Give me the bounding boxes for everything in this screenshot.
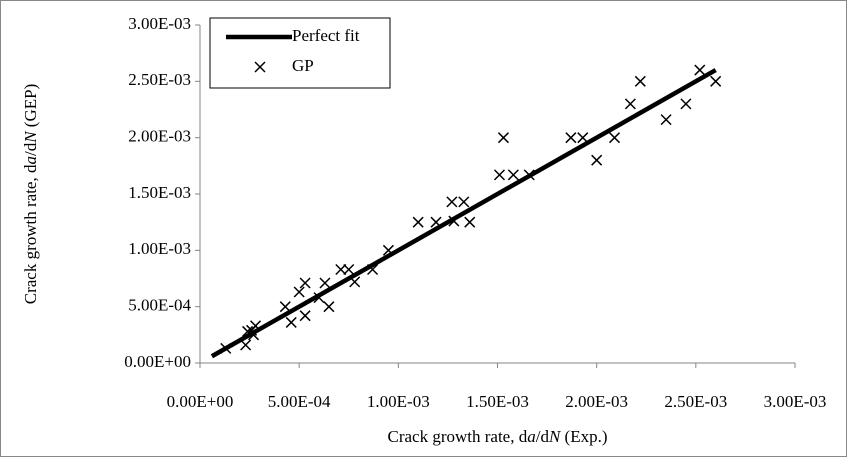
marker (412, 216, 424, 228)
marker (323, 301, 335, 313)
x-axis-label: Crack growth rate, da/dN (Exp.) (387, 427, 607, 446)
y-axis-label-part: a (21, 156, 40, 165)
marker (507, 169, 519, 181)
x-axis-label-part: N (548, 427, 562, 446)
marker (591, 154, 603, 166)
legend-label: GP (292, 56, 314, 75)
marker (710, 75, 722, 87)
y-tick-label: 1.00E-03 (128, 239, 191, 258)
y-tick-label: 0.00E+00 (124, 352, 191, 371)
marker (246, 324, 258, 336)
legend-label: Perfect fit (292, 26, 360, 45)
x-tick-label: 1.50E-03 (466, 392, 529, 411)
y-tick-label: 1.50E-03 (128, 183, 191, 202)
y-axis-label-part: Crack growth rate, d (21, 164, 40, 304)
y-axis-label-part: (GEP) (21, 84, 40, 132)
marker (242, 325, 254, 337)
marker (446, 196, 458, 208)
legend-box (209, 17, 391, 89)
marker (343, 263, 355, 276)
x-axis-label-part: (Exp.) (560, 427, 607, 446)
x-tick-label: 2.00E-03 (565, 392, 628, 411)
marker (240, 339, 252, 351)
y-axis-label: Crack growth rate, da/dN (GEP) (21, 84, 40, 305)
marker (382, 244, 394, 256)
x-tick-label: 3.00E-03 (764, 392, 827, 411)
marker (634, 75, 646, 87)
marker (458, 196, 470, 208)
marker (493, 169, 506, 181)
marker (220, 342, 232, 354)
marker (660, 114, 672, 126)
y-tick-label: 2.00E-03 (128, 127, 191, 146)
marker (299, 277, 311, 289)
y-tick-label: 3.00E-03 (128, 14, 191, 33)
marker (279, 301, 291, 313)
x-axis-label-part: Crack growth rate, d (387, 427, 527, 446)
x-tick-label: 2.50E-03 (664, 392, 727, 411)
marker (523, 169, 535, 181)
marker (497, 132, 509, 144)
marker (464, 216, 476, 228)
x-axis-label-part: /d (536, 427, 550, 446)
marker (624, 98, 636, 110)
x-tick-label: 0.00E+00 (167, 392, 234, 411)
y-tick-label: 5.00E-04 (128, 296, 191, 315)
fit-line (210, 68, 717, 359)
x-tick-label: 5.00E-04 (268, 392, 331, 411)
marker (608, 132, 621, 144)
marker (430, 216, 442, 228)
y-axis-label-part: N (21, 130, 40, 144)
marker (335, 263, 347, 276)
x-axis-label-part: a (527, 427, 536, 446)
marker (448, 215, 460, 227)
marker (565, 132, 577, 144)
marker (285, 316, 297, 328)
marker (299, 310, 311, 322)
legend-marker (254, 61, 266, 73)
marker (694, 64, 706, 76)
marker (293, 286, 305, 298)
marker (367, 263, 379, 276)
marker (313, 292, 325, 304)
marker (680, 98, 692, 110)
x-tick-label: 1.00E-03 (367, 392, 430, 411)
marker (319, 277, 331, 289)
y-tick-label: 2.50E-03 (128, 70, 191, 89)
y-axis-label-part: /d (21, 142, 40, 156)
marker (349, 276, 361, 288)
marker (577, 132, 589, 144)
